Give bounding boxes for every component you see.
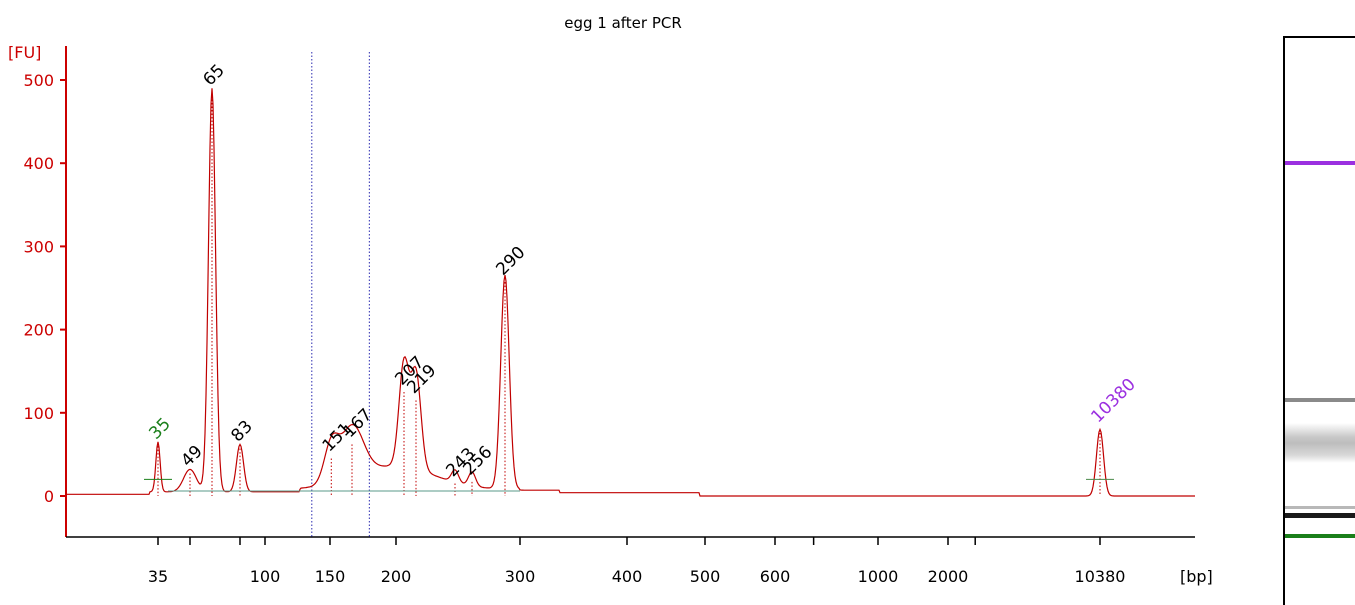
peak-label: 83	[227, 417, 256, 446]
fragment-band-smear	[1285, 423, 1355, 463]
y-tick-label: 500	[23, 71, 54, 90]
lower-marker-band	[1285, 534, 1355, 538]
x-tick-label: 600	[760, 567, 791, 586]
x-tick-label: 200	[381, 567, 412, 586]
x-tick-label: 35	[148, 567, 168, 586]
trace-line	[66, 88, 1195, 497]
x-tick-label: 2000	[928, 567, 969, 586]
axes: 0 100 200 300 400 500 35 100 150 200 300 400 500 600 1…	[23, 46, 1195, 586]
peak-label: 290	[492, 243, 529, 280]
y-tick-label: 300	[23, 237, 54, 256]
upper-marker-band	[1285, 161, 1355, 165]
fragment-band-290	[1285, 398, 1355, 402]
x-tick-label: 150	[315, 567, 346, 586]
peak-label: 35	[145, 414, 174, 443]
x-tick-label: 500	[690, 567, 721, 586]
x-axis-label: [bp]	[1180, 567, 1213, 586]
region-markers	[311, 52, 370, 537]
electropherogram-chart: egg 1 after PCR [FU] [bp] 0 100 200 300 400 5…	[8, 14, 1213, 586]
fragment-band-83	[1285, 506, 1355, 509]
y-tick-label: 200	[23, 321, 54, 340]
y-tick-label: 0	[44, 487, 54, 506]
x-tick-label: 10380	[1075, 567, 1126, 586]
x-tick-label: 300	[505, 567, 536, 586]
x-tick-label: 1000	[858, 567, 899, 586]
peak-label: 49	[177, 442, 206, 471]
peak-label: 65	[199, 61, 228, 90]
trace-layer	[66, 88, 1195, 497]
x-tick-label: 400	[612, 567, 643, 586]
peak-label: 10380	[1087, 375, 1139, 427]
y-tick-label: 400	[23, 154, 54, 173]
y-tick-label: 100	[23, 404, 54, 423]
gel-lane	[1283, 36, 1355, 605]
chart-title: egg 1 after PCR	[564, 14, 682, 32]
y-axis-label: [FU]	[8, 43, 41, 62]
x-tick-label: 100	[250, 567, 281, 586]
fragment-band-65	[1285, 513, 1355, 518]
